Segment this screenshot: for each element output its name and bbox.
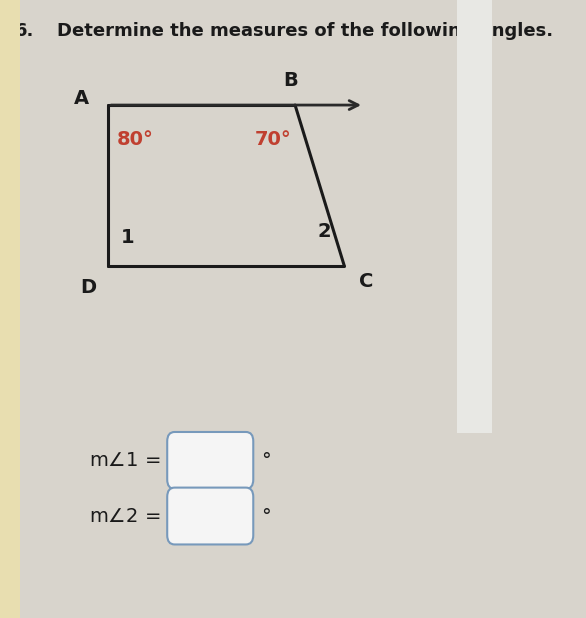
Text: D: D [80,278,97,297]
FancyBboxPatch shape [167,488,253,544]
Bar [0,0,20,618]
Text: m$\angle$1 =: m$\angle$1 = [88,451,160,470]
Text: A: A [74,90,88,108]
Text: 2: 2 [318,222,332,241]
Bar [457,0,492,433]
Text: 80°: 80° [117,130,154,148]
Text: 110: 110 [192,507,229,525]
Text: 1: 1 [121,229,135,247]
Text: °: ° [261,451,270,470]
Text: °: ° [261,507,270,525]
Text: 6.: 6. [15,22,34,40]
FancyBboxPatch shape [167,432,253,489]
Text: B: B [283,71,298,90]
Text: 70°: 70° [254,130,291,148]
Text: m$\angle$2 =: m$\angle$2 = [88,507,160,525]
Text: 100: 100 [192,451,229,470]
Text: Determine the measures of the following angles.: Determine the measures of the following … [57,22,553,40]
Text: C: C [359,272,374,290]
